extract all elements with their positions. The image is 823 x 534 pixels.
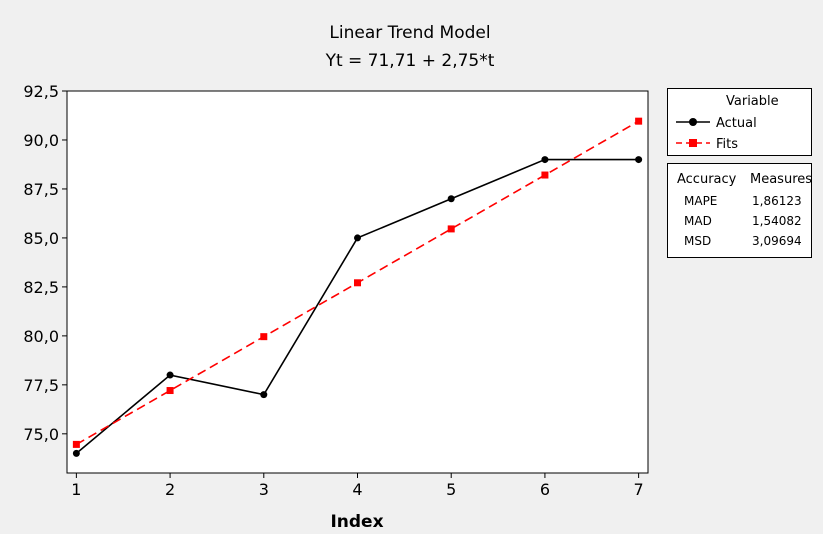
y-tick-label: 87,5	[23, 180, 59, 199]
data-point-fits	[541, 171, 549, 179]
y-tick-label: 92,5	[23, 82, 59, 101]
legend-actual-swatch	[676, 118, 710, 126]
y-tick-label: 90,0	[23, 131, 59, 150]
data-point-fits	[260, 333, 268, 341]
y-tick-label: 77,5	[23, 376, 59, 395]
accuracy-value: 3,09694	[752, 234, 802, 248]
y-tick-label: 82,5	[23, 278, 59, 297]
x-axis: 1 2 3 4 5 6 7	[71, 473, 644, 499]
data-point-actual	[447, 195, 455, 203]
y-tick-label: 80,0	[23, 327, 59, 346]
accuracy-name: MAPE	[684, 194, 718, 208]
accuracy-measures-box: Accuracy Measures MAPE 1,86123 MAD 1,540…	[667, 163, 812, 258]
x-tick-label: 1	[71, 480, 81, 499]
accuracy-name: MSD	[684, 234, 712, 248]
data-point-actual	[354, 234, 361, 242]
data-point-actual	[72, 449, 80, 457]
accuracy-value: 1,86123	[752, 194, 802, 208]
x-tick-label: 2	[165, 480, 175, 499]
x-tick-label: 6	[540, 480, 550, 499]
data-point-fits	[72, 440, 80, 448]
data-point-actual	[260, 391, 268, 399]
legend-fits-swatch	[676, 139, 710, 147]
y-tick-label: 75,0	[23, 425, 59, 444]
chart-subtitle: Yt = 71,71 + 2,75*t	[325, 51, 495, 71]
series-layer	[72, 117, 643, 457]
accuracy-title-right: Measures	[750, 172, 813, 187]
x-tick-label: 7	[634, 480, 644, 499]
accuracy-title-left: Accuracy	[677, 172, 737, 187]
legend-fits-label: Fits	[716, 137, 739, 152]
data-point-actual	[635, 156, 643, 164]
legend-title: Variable	[726, 94, 779, 109]
legend-actual-label: Actual	[716, 116, 757, 131]
y-axis: 75,0 77,5 80,0 82,5 85,0 87,5 90,0 92,5	[23, 82, 67, 444]
data-point-fits	[447, 225, 455, 233]
data-point-fits	[354, 279, 361, 287]
data-point-fits	[635, 117, 643, 125]
x-axis-label: Index	[330, 512, 383, 532]
data-point-fits	[166, 387, 174, 395]
accuracy-name: MAD	[684, 214, 712, 228]
accuracy-value: 1,54082	[752, 214, 802, 228]
data-point-actual	[166, 371, 174, 379]
legend-variable: Variable Actual Fits	[667, 88, 812, 156]
data-point-actual	[541, 156, 549, 164]
x-tick-label: 5	[446, 480, 456, 499]
x-tick-label: 3	[259, 480, 269, 499]
chart-title: Linear Trend Model	[329, 23, 490, 43]
y-tick-label: 85,0	[23, 229, 59, 248]
x-tick-label: 4	[352, 480, 362, 499]
